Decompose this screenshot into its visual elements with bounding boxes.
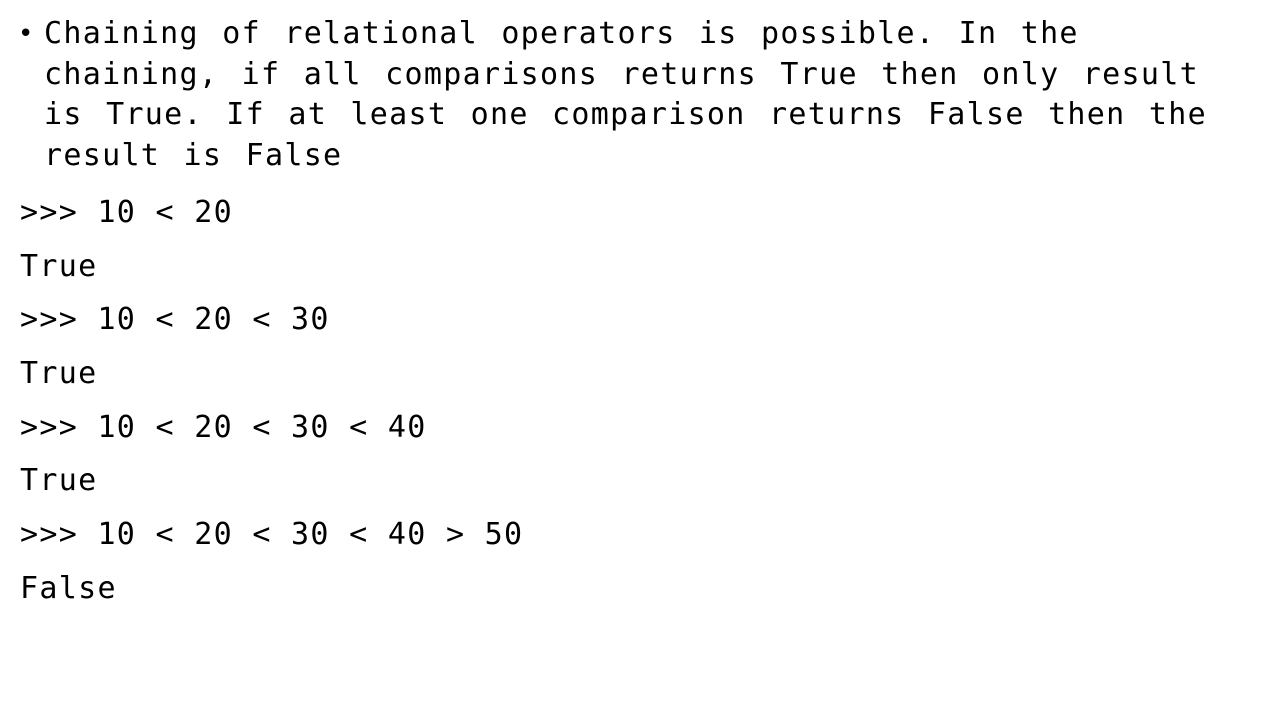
bullet-point: • Chaining of relational operators is po… [18,14,1248,176]
code-line-prompt-3: >>> 10 < 20 < 30 < 40 [20,409,427,445]
code-line-output-3: True [20,463,98,499]
bullet-text: Chaining of relational operators is poss… [44,16,1207,173]
bullet-dot-icon: • [18,19,34,49]
code-line-output-1: True [20,248,98,284]
code-line-prompt-2: >>> 10 < 20 < 30 [20,302,330,338]
code-example: >>> 10 < 20 True >>> 10 < 20 < 30 True >… [20,186,1260,616]
code-line-prompt-1: >>> 10 < 20 [20,194,233,230]
code-line-output-2: True [20,355,98,391]
code-line-output-4: False [20,570,117,606]
code-line-prompt-4: >>> 10 < 20 < 30 < 40 > 50 [20,516,524,552]
